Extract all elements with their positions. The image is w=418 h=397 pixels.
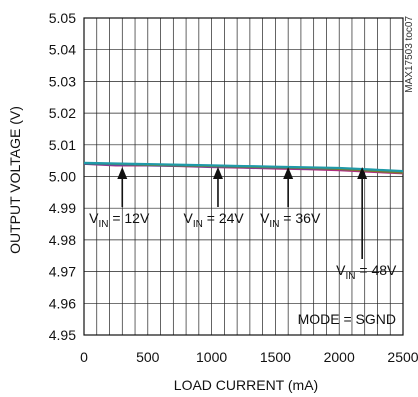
annotation-arrow-head [283,166,294,179]
y-tick-label: 5.02 [49,105,76,121]
annotation-arrow-head [357,166,368,179]
x-tick-label: 1500 [260,349,291,365]
series-line [83,161,404,173]
plot-frame [83,17,404,336]
y-tick-label: 5.04 [49,42,76,58]
annotation-label: VIN = 36V [260,210,321,230]
y-tick-label: 4.97 [49,264,76,280]
y-tick-label: 5.05 [49,10,76,26]
y-tick-label: 5.01 [49,137,76,153]
series-lines [83,161,404,175]
grid [84,18,403,335]
y-tick-label: 4.95 [49,327,76,343]
y-axis-label: OUTPUT VOLTAGE (V) [7,106,23,254]
annotation-label: VIN = 12V [89,210,150,230]
x-tick-label: 500 [136,349,160,365]
y-tick-label: 5.03 [49,73,76,89]
x-tick-label: 0 [80,349,88,365]
y-tick-label: 4.98 [49,232,76,248]
annotation-label: VIN = 24V [184,210,245,230]
figure-code: MAX17503 toc07 [404,16,415,93]
annotation-arrow-head [212,166,223,179]
x-tick-label: 2000 [324,349,355,365]
annotation-arrow-head [117,166,128,179]
y-tick-label: 4.96 [49,295,76,311]
y-tick-label: 4.99 [49,200,76,216]
mode-label: MODE = SGND [298,311,396,327]
annotation-label: VIN = 48V [336,262,397,282]
x-axis-label: LOAD CURRENT (mA) [174,377,318,393]
axes: 4.95 4.96 4.97 4.98 4.99 5.00 5.01 5.02 5.03 5.04… [49,10,418,365]
annotations: VIN = 12V VIN = 24V VIN = 36V VIN = 48V [89,166,397,282]
y-tick-label: 5.00 [49,169,76,185]
x-tick-label: 1000 [196,349,227,365]
x-tick-label: 2500 [387,349,418,365]
